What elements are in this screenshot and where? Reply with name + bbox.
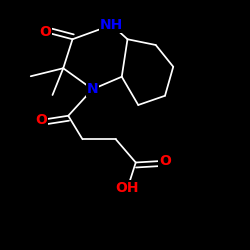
Text: N: N: [87, 82, 98, 96]
Text: NH: NH: [100, 18, 124, 32]
Text: O: O: [35, 113, 47, 127]
Text: OH: OH: [116, 181, 139, 195]
Text: O: O: [159, 154, 171, 168]
Text: O: O: [39, 25, 51, 39]
